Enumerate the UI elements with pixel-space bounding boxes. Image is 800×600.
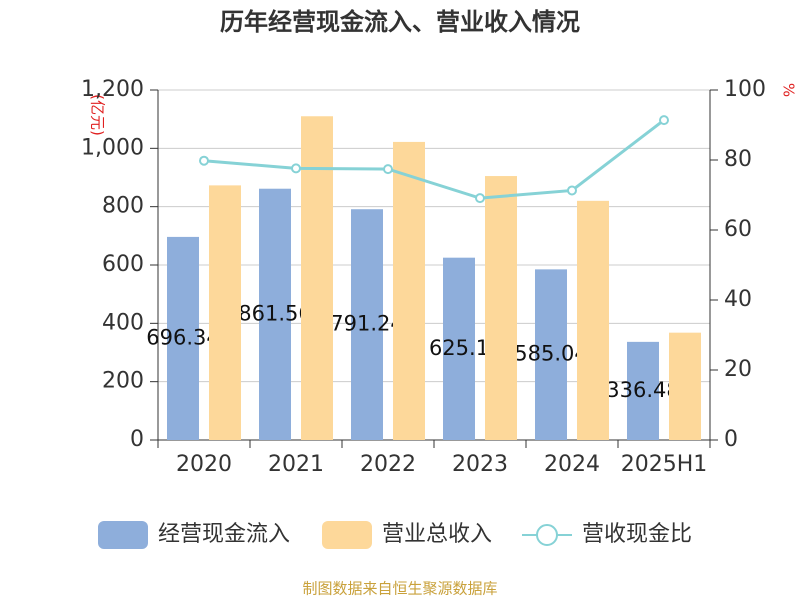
chart-title: 历年经营现金流入、营业收入情况	[220, 8, 580, 36]
data-label: 625.1	[429, 336, 489, 360]
legend-swatch	[98, 521, 148, 549]
legend-swatch	[322, 521, 372, 549]
x-tick-label: 2024	[544, 452, 600, 477]
y-tick-label: 400	[102, 310, 144, 335]
y-axis-label: (亿元)	[89, 94, 107, 136]
bar	[627, 341, 659, 440]
legend-marker	[536, 524, 558, 546]
y2-tick-label: 0	[724, 427, 738, 452]
data-label: 585.04	[514, 342, 587, 366]
bar	[259, 188, 291, 440]
line-point	[383, 164, 393, 175]
y-tick-label: 800	[102, 194, 144, 219]
bar	[209, 185, 241, 440]
line-point	[199, 155, 209, 166]
line	[203, 118, 665, 200]
legend-label: 营业总收入	[382, 522, 492, 547]
data-label: 336.48	[606, 378, 679, 402]
line-point	[567, 185, 577, 196]
data-label: 861.56	[238, 301, 311, 325]
bar	[351, 209, 383, 440]
bar	[535, 269, 567, 440]
line-point	[291, 163, 301, 174]
y2-axis-label: %	[780, 83, 798, 97]
y-tick-label: 0	[130, 427, 144, 452]
x-tick-label: 2025H1	[621, 452, 708, 477]
bar	[577, 200, 609, 440]
legend-label: 营收现金比	[582, 522, 692, 547]
line-point	[475, 193, 485, 204]
source-note: 制图数据来自恒生聚源数据库	[302, 580, 497, 598]
x-tick-label: 2021	[268, 452, 324, 477]
bar	[167, 236, 199, 440]
data-label: 791.24	[330, 312, 403, 336]
y2-tick-label: 60	[724, 217, 752, 242]
y2-tick-label: 40	[724, 287, 752, 312]
x-tick-label: 2022	[360, 452, 416, 477]
y-tick-label: 1,000	[81, 135, 144, 160]
x-tick-label: 2023	[452, 452, 508, 477]
y2-tick-label: 20	[724, 357, 752, 382]
y-tick-label: 600	[102, 252, 144, 277]
y-tick-label: 1,200	[81, 77, 144, 102]
x-tick-label: 2020	[176, 452, 232, 477]
y-tick-label: 200	[102, 369, 144, 394]
bar	[443, 257, 475, 440]
line-point	[659, 115, 669, 126]
data-label: 696.34	[146, 325, 219, 349]
bar	[301, 116, 333, 440]
bar	[485, 176, 517, 440]
y2-tick-label: 80	[724, 147, 752, 172]
bar	[669, 332, 701, 440]
y2-tick-label: 100	[724, 77, 766, 102]
bar	[393, 141, 425, 440]
legend-label: 经营现金流入	[158, 522, 290, 547]
